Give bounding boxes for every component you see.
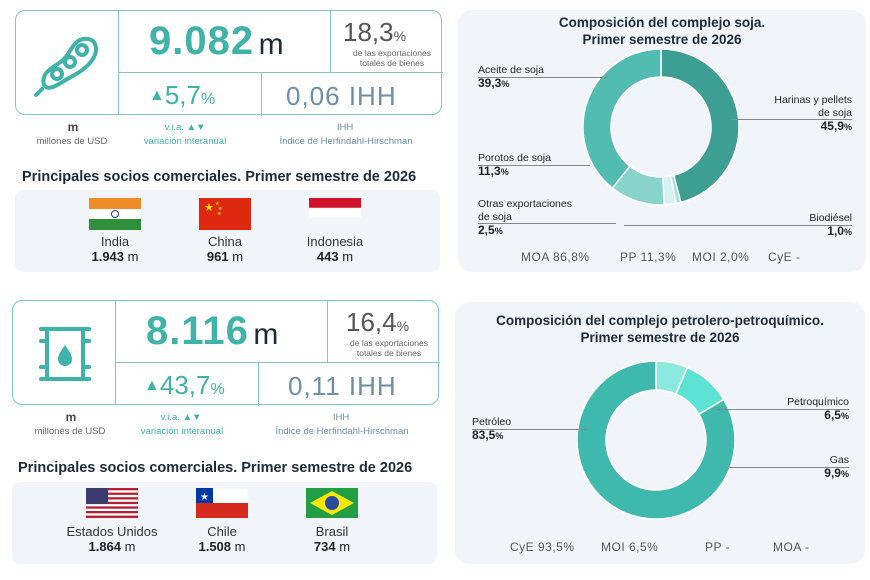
oil-footer-moi: MOI 6,5% [601,540,659,554]
kpi-share-note: de las exportaciones totales de bienes [353,48,431,68]
kpi-value: 8.116 [146,309,249,353]
soy-leader-harinas [730,119,852,120]
soy-footer-moa: MOA 86,8% [521,250,590,264]
soy-label-aceite: Aceite de soja 39,3% [478,64,544,90]
flag-china-icon: ★ ★ ★ ★ [199,198,251,230]
soy-kpi-box: 9.082 m 18,3% de las exportaciones total… [15,10,443,116]
oil-donut-chart [576,360,736,520]
soy-label-harinas: Harinas y pellets de soja 45,9% [774,94,852,133]
top-partners-panel: India 1.943 m ★ ★ ★ ★ China 961 m Indone… [15,190,440,272]
soy-chart-panel: Composición del complejo soja. Primer se… [458,10,866,272]
soy-leader-otras [478,223,616,224]
triangle-updown-icon: ▲▼ [186,122,206,133]
legend-ihh-sub: Índice de Herfindahl-Hirschman [275,426,409,437]
legend-m: m [67,120,79,134]
oil-chart-panel: Composición del complejo petrolero-petro… [455,302,865,564]
oil-leader-petroquimico [717,409,849,410]
oil-label-petroquimico: Petroquímico 6,5% [787,396,849,422]
oil-footer-cye: CyE 93,5% [510,540,575,554]
flag-india-icon [89,198,141,230]
legend-via: v.i.a. ▲▼ [160,412,202,423]
oil-leader-gas [725,467,849,468]
partner-estados-unidos: Estados Unidos 1.864 m [57,488,167,554]
partner-brasil: Brasil 734 m [297,488,367,554]
kpi-yoy: ▲5,7% [149,80,216,110]
flag-brazil-icon [306,488,358,518]
soy-slice-4 [582,48,662,190]
soy-label-biodiesel: Biodiésel 1,0% [809,212,852,238]
soy-leader-biodiesel [624,225,852,226]
oil-barrel-icon [13,301,116,404]
bottom-partners-title: Principales socios comerciales. Primer s… [18,460,413,476]
flag-chile-icon: ★ [196,488,248,518]
legend-ihh: IHH [332,412,350,423]
kpi-value: 9.082 [149,19,255,63]
partner-china: ★ ★ ★ ★ China 961 m [195,198,255,264]
kpi-unit: m [258,28,284,61]
flag-indonesia-icon [309,198,361,218]
soy-leader-aceite [478,77,608,78]
kpi-share: 16,4 [346,307,397,337]
triangle-up-icon: ▲ [144,377,160,394]
kpi-unit: m [253,318,279,351]
oil-kpi-box: 8.116 m 16,4% de las exportaciones total… [12,300,440,406]
oil-slice-2 [576,360,736,520]
legend-ihh-sub: Índice de Herfindahl-Hirschman [279,136,413,147]
triangle-up-icon: ▲ [149,87,165,104]
svg-text:★: ★ [204,201,214,214]
partner-chile: ★ Chile 1.508 m [187,488,257,554]
flag-usa-icon [86,488,138,518]
soy-slice-0 [660,48,740,204]
legend-via: v.i.a. ▲▼ [164,122,206,133]
soy-label-porotos: Porotos de soja 11,3% [478,152,551,178]
top-partners-title: Principales socios comerciales. Primer s… [22,169,417,185]
soybean-pod-icon [16,11,119,114]
kpi-share-note: de las exportaciones totales de bienes [350,338,428,358]
legend-m-sub: millones de USD [36,136,108,147]
svg-text:★: ★ [215,201,220,207]
kpi-ihh: 0,11 IHH [288,371,397,401]
triangle-updown-icon: ▲▼ [182,412,202,423]
bottom-partners-panel: Estados Unidos 1.864 m ★ Chile 1.508 m B… [12,482,437,564]
soy-label-otras: Otras exportaciones de soja 2,5% [478,198,572,237]
oil-leader-petroleo [472,429,587,430]
partner-indonesia: Indonesia 443 m [295,198,375,264]
oil-label-petroleo: Petróleo 83,5% [472,416,512,442]
soy-donut-chart [582,48,740,206]
legend-via-sub: variación interanual [140,426,224,437]
soy-footer-pp: PP 11,3% [620,250,677,264]
legend-via-sub: variación interanual [143,136,227,147]
legend-m-sub: millones de USD [34,426,106,437]
oil-footer-moa: MOA - [773,540,810,554]
partner-india: India 1.943 m [85,198,145,264]
oil-footer-pp: PP - [705,540,731,554]
oil-chart-title: Composición del complejo petrolero-petro… [496,313,824,345]
oil-label-gas: Gas 9,9% [824,454,849,480]
soy-footer-moi: MOI 2,0% [692,250,750,264]
svg-text:★: ★ [218,206,223,212]
soy-footer-cye: CyE - [768,250,801,264]
soy-chart-title: Composición del complejo soja. Primer se… [558,15,766,47]
kpi-share: 18,3 [343,17,394,47]
kpi-yoy: ▲43,7% [144,370,225,400]
svg-text:★: ★ [217,211,222,217]
svg-text:★: ★ [200,492,209,503]
kpi-ihh: 0,06 IHH [286,81,397,111]
soy-leader-porotos [478,165,590,166]
legend-m: m [65,410,77,424]
legend-ihh: IHH [336,122,354,133]
